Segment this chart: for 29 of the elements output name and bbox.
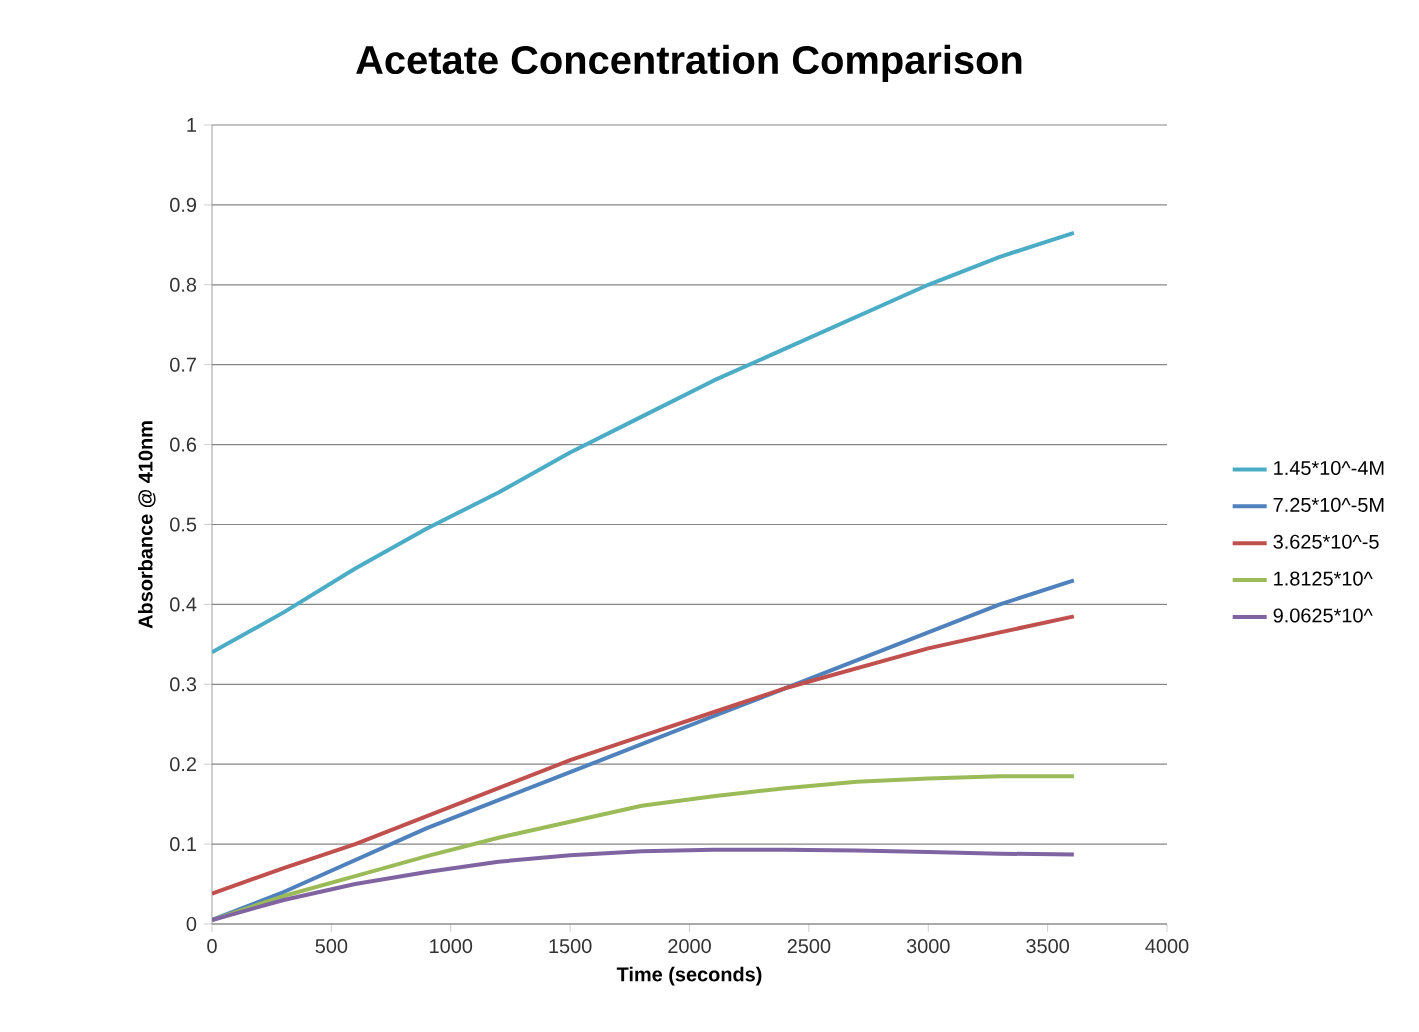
y-tick-label: 1	[187, 118, 197, 132]
legend-label: 9.0625*10^	[1273, 608, 1373, 623]
chart-title: Acetate Concentration Comparison	[356, 44, 1022, 83]
x-tick-label: 2500	[787, 939, 831, 954]
x-tick-label: 2000	[668, 939, 711, 954]
x-tick-label: 1500	[549, 939, 592, 954]
y-tick-label: 0.8	[170, 277, 197, 292]
x-tick-label: 1000	[430, 939, 473, 954]
x-tick-label: 3000	[906, 939, 950, 954]
y-tick-label: 0	[186, 916, 197, 932]
x-tick-label: 500	[315, 939, 348, 954]
legend-label: 7.25*10^-5M	[1273, 497, 1384, 512]
y-tick-label: 0.4	[170, 597, 197, 612]
x-axis-title: Time (seconds)	[616, 966, 762, 986]
x-tick-label: 4000	[1145, 939, 1189, 954]
legend-label: 1.8125*10^	[1274, 571, 1373, 586]
y-tick-label: 0.6	[170, 437, 197, 452]
x-tick-label: 3500	[1026, 939, 1070, 954]
legend-label: 3.625*10^-5	[1273, 534, 1379, 549]
y-tick-label: 0.2	[170, 757, 196, 772]
y-tick-label: 0.7	[170, 357, 196, 372]
y-tick-label: 0.5	[170, 517, 197, 532]
y-tick-label: 0.9	[170, 197, 197, 212]
y-tick-label: 0.1	[170, 837, 196, 852]
line-series	[212, 847, 1076, 922]
y-axis-title: Absorbance @ 410nm	[137, 421, 156, 629]
y-tick-label: 0.3	[170, 677, 197, 692]
legend-label: 1.45*10^-4M	[1274, 460, 1384, 476]
x-tick-label: 0	[207, 939, 217, 954]
